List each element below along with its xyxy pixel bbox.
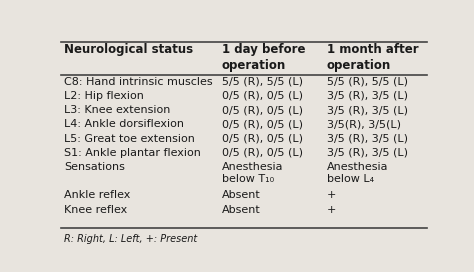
Text: Anesthesia
below L₄: Anesthesia below L₄: [327, 162, 388, 184]
Text: +: +: [327, 190, 336, 200]
Text: L2: Hip flexion: L2: Hip flexion: [64, 91, 144, 101]
Text: 5/5 (R), 5/5 (L): 5/5 (R), 5/5 (L): [327, 77, 408, 86]
Text: Absent: Absent: [222, 205, 261, 215]
Text: 1 month after
operation: 1 month after operation: [327, 43, 419, 72]
Text: R: Right, L: Left, +: Present: R: Right, L: Left, +: Present: [64, 234, 197, 244]
Text: L4: Ankle dorsiflexion: L4: Ankle dorsiflexion: [64, 119, 184, 129]
Text: +: +: [327, 205, 336, 215]
Text: C8: Hand intrinsic muscles: C8: Hand intrinsic muscles: [64, 77, 213, 86]
Text: 0/5 (R), 0/5 (L): 0/5 (R), 0/5 (L): [222, 91, 303, 101]
Text: 1 day before
operation: 1 day before operation: [222, 43, 305, 72]
Text: 0/5 (R), 0/5 (L): 0/5 (R), 0/5 (L): [222, 105, 303, 115]
Text: Knee reflex: Knee reflex: [64, 205, 128, 215]
Text: L5: Great toe extension: L5: Great toe extension: [64, 134, 195, 144]
Text: Anesthesia
below T₁₀: Anesthesia below T₁₀: [222, 162, 283, 184]
Text: 3/5(R), 3/5(L): 3/5(R), 3/5(L): [327, 119, 401, 129]
Text: Ankle reflex: Ankle reflex: [64, 190, 130, 200]
Text: 0/5 (R), 0/5 (L): 0/5 (R), 0/5 (L): [222, 134, 303, 144]
Text: L3: Knee extension: L3: Knee extension: [64, 105, 170, 115]
Text: 0/5 (R), 0/5 (L): 0/5 (R), 0/5 (L): [222, 119, 303, 129]
Text: 3/5 (R), 3/5 (L): 3/5 (R), 3/5 (L): [327, 91, 408, 101]
Text: 5/5 (R), 5/5 (L): 5/5 (R), 5/5 (L): [222, 77, 303, 86]
Text: Neurological status: Neurological status: [64, 43, 193, 56]
Text: 3/5 (R), 3/5 (L): 3/5 (R), 3/5 (L): [327, 134, 408, 144]
Text: Absent: Absent: [222, 190, 261, 200]
Text: 0/5 (R), 0/5 (L): 0/5 (R), 0/5 (L): [222, 148, 303, 158]
Text: Sensations: Sensations: [64, 162, 125, 172]
Text: 3/5 (R), 3/5 (L): 3/5 (R), 3/5 (L): [327, 105, 408, 115]
Text: S1: Ankle plantar flexion: S1: Ankle plantar flexion: [64, 148, 201, 158]
Text: 3/5 (R), 3/5 (L): 3/5 (R), 3/5 (L): [327, 148, 408, 158]
